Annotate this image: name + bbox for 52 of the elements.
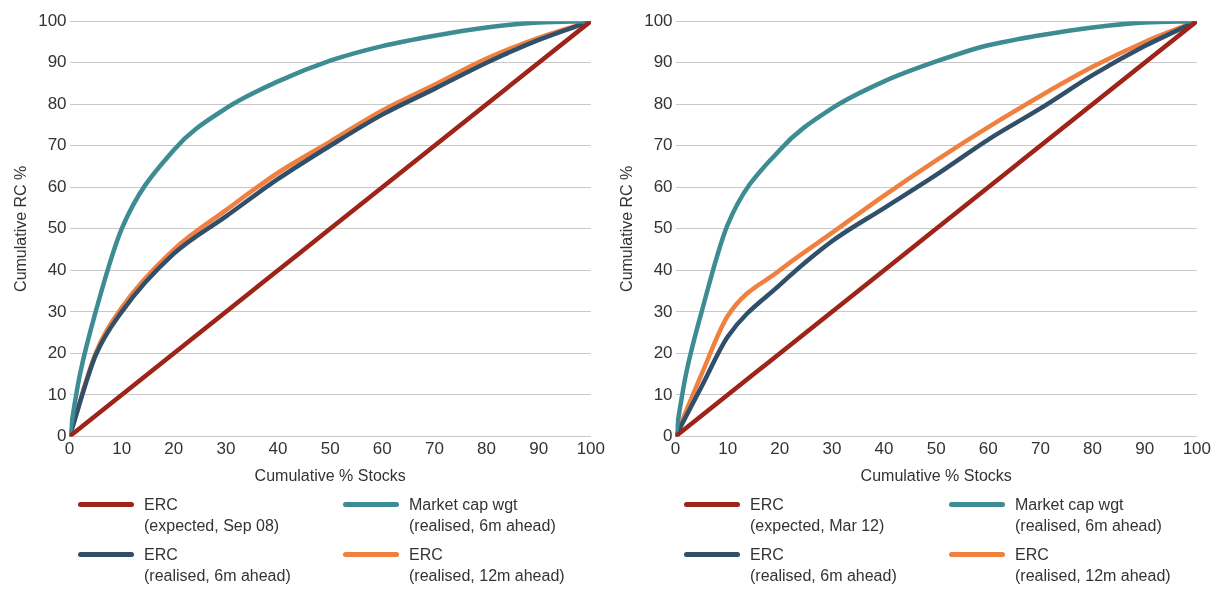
x-tick-label: 100 xyxy=(1182,439,1212,459)
x-tick-label: 40 xyxy=(268,439,288,459)
x-tick-label: 50 xyxy=(926,439,946,459)
legend-label: Market cap wgt (realised, 6m ahead) xyxy=(1015,495,1162,536)
x-tick-label: 50 xyxy=(320,439,340,459)
y-tick-label: 100 xyxy=(38,10,67,30)
y-tick-label: 60 xyxy=(47,176,67,196)
y-tick-label: 30 xyxy=(653,301,673,321)
y-tick-label: 100 xyxy=(644,10,673,30)
x-tick-label: 100 xyxy=(576,439,606,459)
legend-label: Market cap wgt (realised, 6m ahead) xyxy=(409,495,556,536)
x-tick-label: 20 xyxy=(164,439,184,459)
legend-label: ERC (realised, 12m ahead) xyxy=(409,545,565,586)
y-tick-label: 40 xyxy=(653,260,673,280)
x-axis-title: Cumulative % Stocks xyxy=(860,466,1012,484)
y-tick-label: 40 xyxy=(47,260,67,280)
x-tick-label: 70 xyxy=(424,439,444,459)
legend-label: ERC (expected, Sep 08) xyxy=(144,495,280,536)
y-tick-label: 50 xyxy=(653,218,673,238)
y-tick-label: 90 xyxy=(653,52,673,72)
y-tick-label: 80 xyxy=(653,93,673,113)
y-tick-label: 70 xyxy=(47,135,67,155)
x-tick-label: 40 xyxy=(874,439,894,459)
x-tick-label: 80 xyxy=(1083,439,1103,459)
x-tick-label: 10 xyxy=(112,439,132,459)
x-tick-label: 60 xyxy=(372,439,392,459)
y-tick-label: 50 xyxy=(47,218,67,238)
x-tick-label: 70 xyxy=(1030,439,1050,459)
x-tick-label: 20 xyxy=(770,439,790,459)
x-tick-label: 90 xyxy=(1135,439,1155,459)
y-tick-label: 90 xyxy=(47,52,67,72)
y-tick-label: 10 xyxy=(653,384,673,404)
x-tick-label: 60 xyxy=(978,439,998,459)
legend-label: ERC (realised, 6m ahead) xyxy=(750,545,897,586)
legend-label: ERC (expected, Mar 12) xyxy=(750,495,885,536)
y-tick-label: 30 xyxy=(47,301,67,321)
x-tick-label: 30 xyxy=(822,439,842,459)
x-tick-label: 30 xyxy=(216,439,236,459)
y-tick-label: 80 xyxy=(47,93,67,113)
x-tick-label: 90 xyxy=(529,439,549,459)
y-tick-label: 70 xyxy=(653,135,673,155)
y-axis-title: Cumulative RC % xyxy=(618,165,636,292)
y-tick-label: 20 xyxy=(47,343,67,363)
x-tick-label: 10 xyxy=(718,439,738,459)
legend-label: ERC (realised, 6m ahead) xyxy=(144,545,291,586)
x-axis-title: Cumulative % Stocks xyxy=(254,466,406,484)
x-tick-label: 80 xyxy=(477,439,497,459)
y-tick-label: 20 xyxy=(653,343,673,363)
y-tick-label: 10 xyxy=(47,384,67,404)
y-axis-title: Cumulative RC % xyxy=(12,165,30,292)
y-tick-label: 60 xyxy=(653,176,673,196)
legend-label: ERC (realised, 12m ahead) xyxy=(1015,545,1171,586)
